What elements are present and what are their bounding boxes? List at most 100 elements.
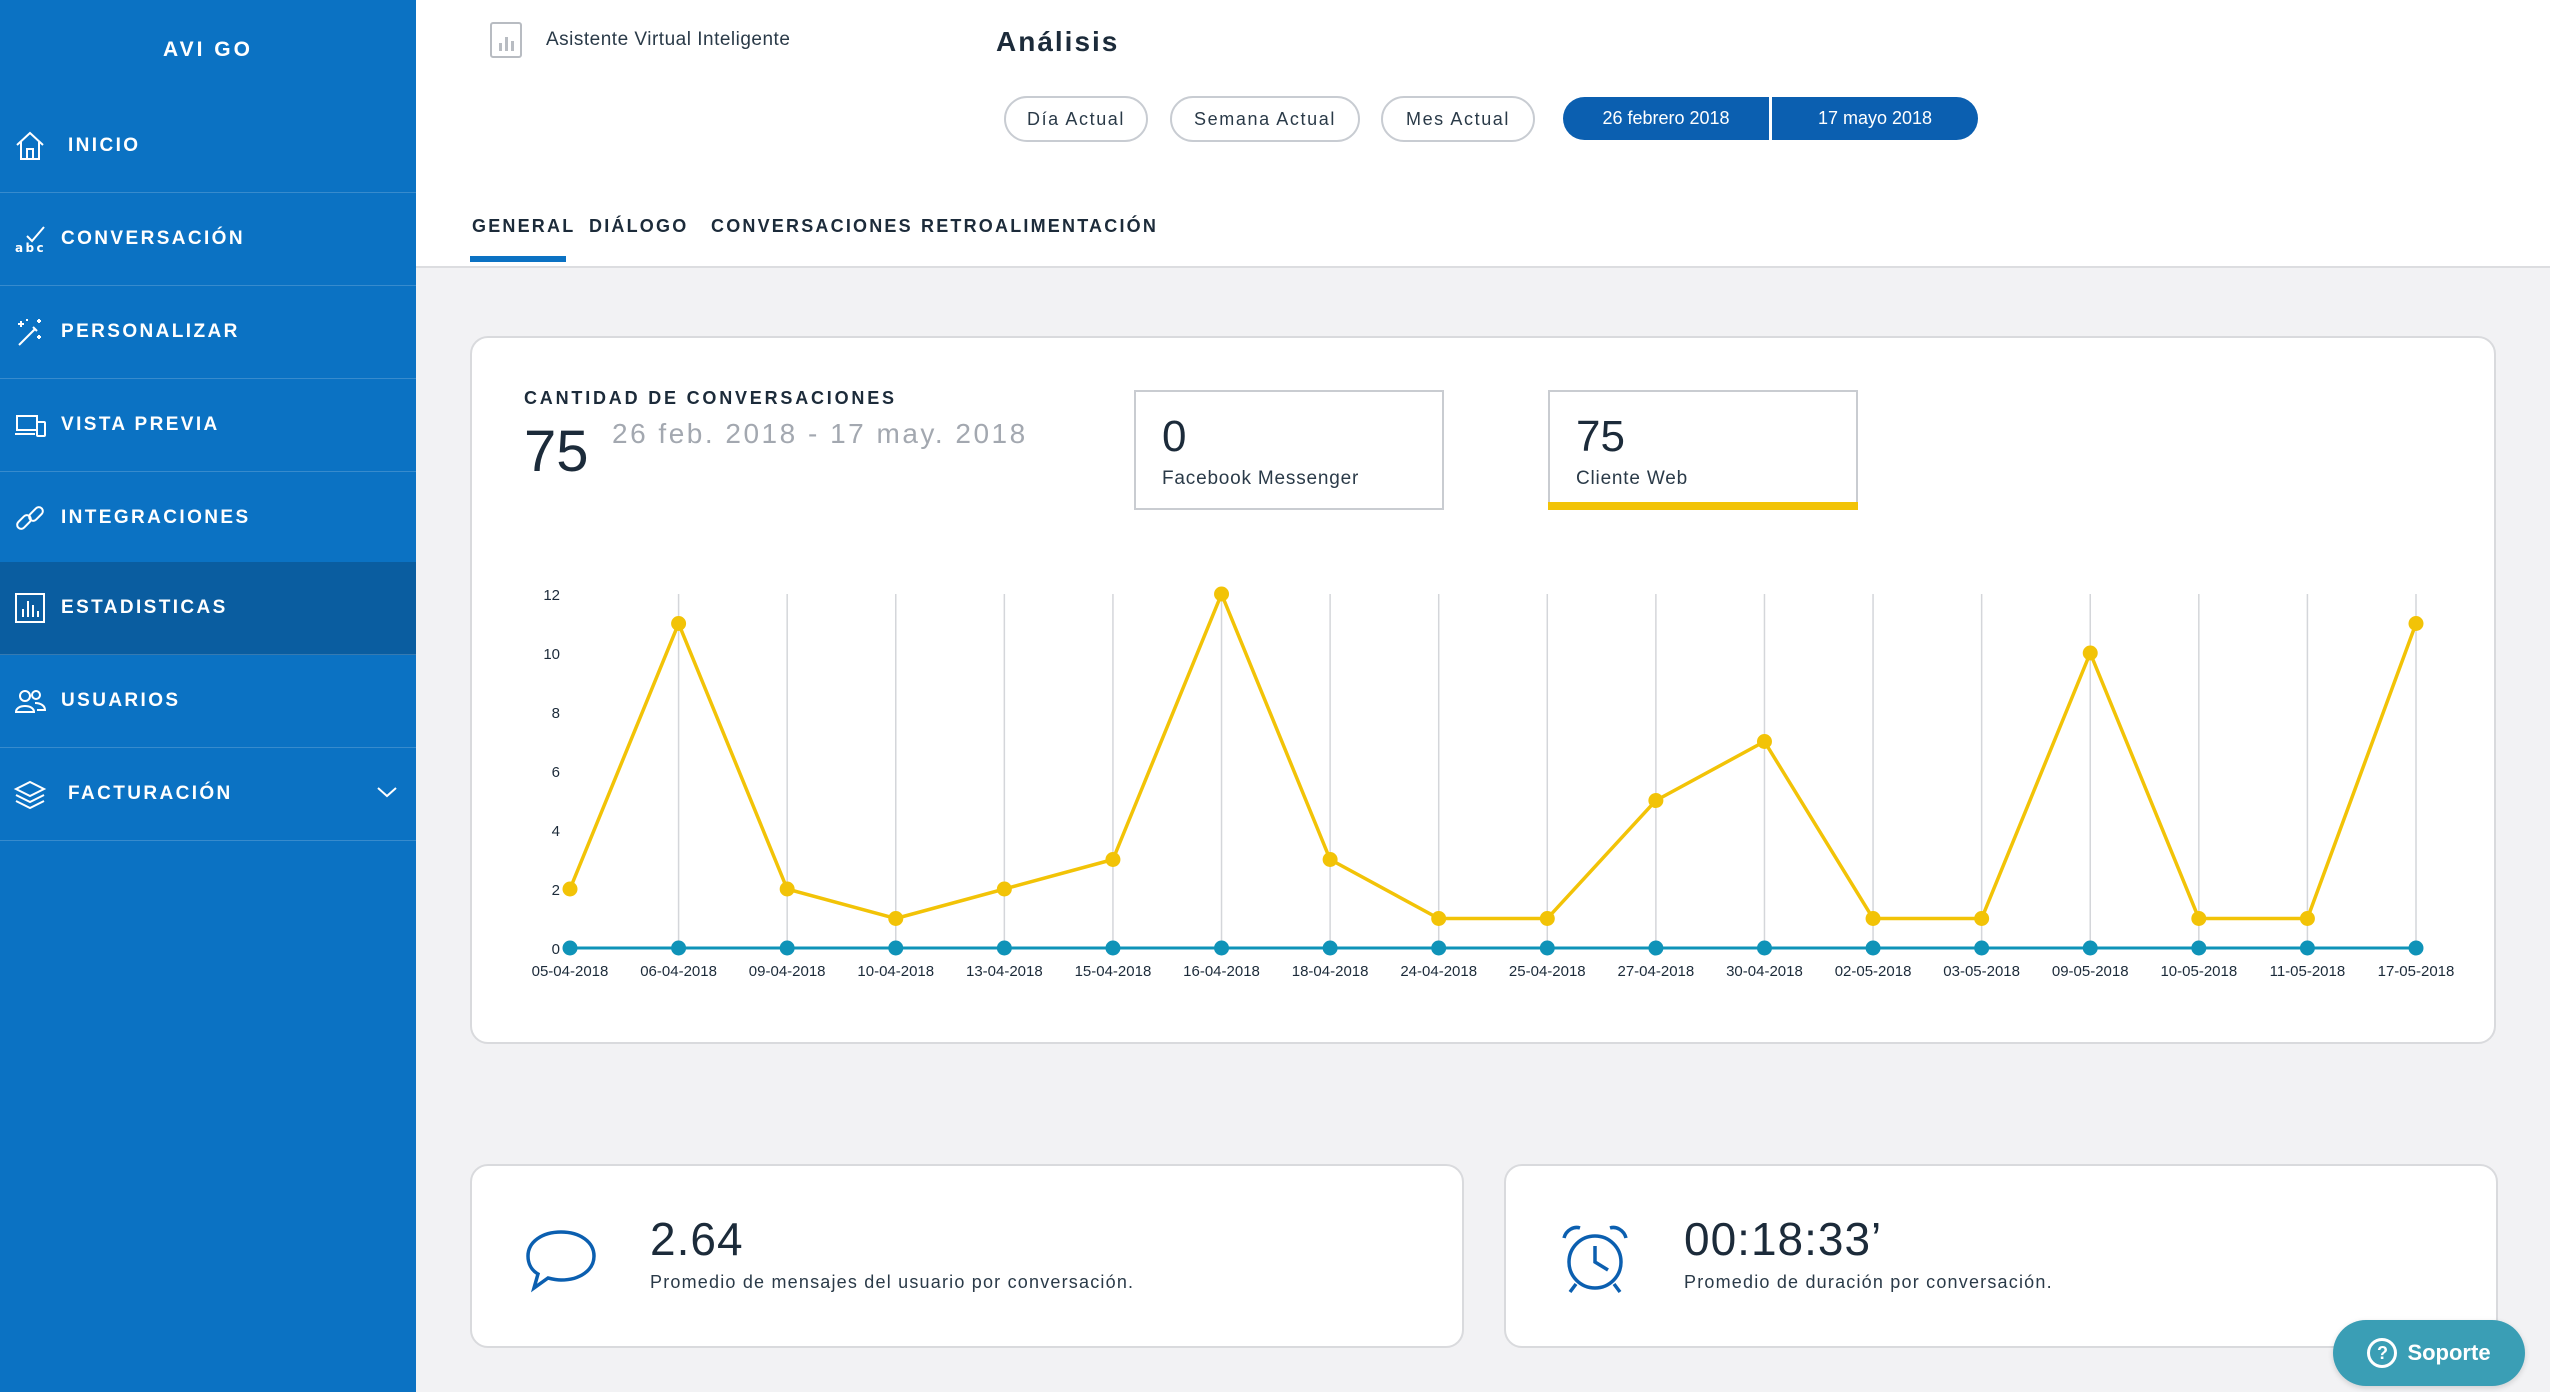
x-tick-label: 06-04-2018 — [640, 963, 717, 980]
data-point[interactable] — [671, 616, 687, 631]
data-point[interactable] — [1974, 940, 1990, 956]
page-title: Análisis — [996, 26, 1120, 57]
x-tick-label: 05-04-2018 — [532, 963, 609, 980]
data-point[interactable] — [1974, 911, 1990, 926]
data-point[interactable] — [1756, 940, 1772, 956]
data-point[interactable] — [1431, 911, 1447, 926]
sidebar-item-conversacion[interactable]: abc CONVERSACIÓN — [0, 193, 416, 286]
stat-card-messages: 2.64 Promedio de mensajes del usuario po… — [470, 1164, 1464, 1348]
stat-value: 2.64 — [650, 1213, 744, 1265]
sidebar-item-inicio[interactable]: INICIO — [0, 100, 416, 193]
x-tick-label: 13-04-2018 — [966, 963, 1043, 980]
help-icon: ? — [2367, 1338, 2398, 1368]
channel-facebook-messenger[interactable]: 0 Facebook Messenger — [1134, 390, 1444, 510]
channel-cliente-web[interactable]: 75 Cliente Web — [1548, 390, 1858, 510]
sidebar-item-estadisticas[interactable]: ESTADISTICAS — [0, 562, 416, 655]
data-point[interactable] — [562, 940, 578, 956]
conversations-line-chart: 0 2 4 6 8 10 12 05-04-2018 06-04-2018 09-04-2018 1… — [532, 586, 2454, 980]
data-point[interactable] — [1322, 852, 1338, 867]
data-point[interactable] — [1539, 940, 1555, 956]
x-tick-label: 10-04-2018 — [857, 963, 934, 980]
x-tick-label: 16-04-2018 — [1183, 963, 1260, 980]
filter-semana-actual[interactable]: Semana Actual — [1170, 96, 1360, 142]
channel-name: Facebook Messenger — [1162, 468, 1360, 489]
y-tick-label: 6 — [552, 764, 560, 781]
series-line — [568, 592, 2418, 921]
x-tick-label: 11-05-2018 — [2270, 963, 2346, 980]
data-point[interactable] — [1756, 734, 1772, 749]
data-point[interactable] — [1322, 940, 1338, 956]
data-point[interactable] — [2299, 911, 2315, 926]
data-point[interactable] — [779, 881, 795, 897]
x-tick-label: 09-05-2018 — [2052, 963, 2129, 980]
data-point[interactable] — [1865, 911, 1881, 926]
chevron-down-icon[interactable] — [376, 783, 398, 805]
data-point[interactable] — [2191, 940, 2207, 956]
assistant-name: Asistente Virtual Inteligente — [546, 29, 791, 50]
data-point[interactable] — [671, 940, 687, 956]
y-tick-label: 4 — [552, 823, 560, 840]
data-point[interactable] — [996, 881, 1012, 897]
users-icon — [12, 683, 48, 719]
active-tab-indicator — [470, 256, 566, 262]
x-tick-label: 10-05-2018 — [2160, 963, 2237, 980]
data-point[interactable] — [1648, 793, 1664, 808]
assistant-selector[interactable]: Asistente Virtual Inteligente — [490, 22, 790, 58]
sidebar-item-label: USUARIOS — [61, 690, 181, 711]
x-tick-label: 27-04-2018 — [1618, 963, 1695, 980]
data-point[interactable] — [2082, 645, 2098, 661]
data-point[interactable] — [562, 881, 578, 897]
data-point[interactable] — [1105, 852, 1121, 867]
home-icon — [12, 128, 48, 164]
data-point[interactable] — [1431, 940, 1447, 956]
date-to-button[interactable]: 17 mayo 2018 — [1772, 97, 1978, 140]
stat-label: Promedio de mensajes del usuario por con… — [650, 1272, 1135, 1292]
channel-selected-indicator — [1548, 502, 1858, 510]
sidebar-item-usuarios[interactable]: USUARIOS — [0, 655, 416, 748]
data-point[interactable] — [2191, 911, 2207, 926]
y-tick-label: 0 — [552, 941, 560, 958]
sidebar: AVI GO INICIO abc CONVERSACIÓN PERSONALI… — [0, 0, 416, 1392]
sidebar-item-label: CONVERSACIÓN — [61, 228, 245, 249]
data-point[interactable] — [888, 911, 904, 926]
data-point[interactable] — [779, 940, 795, 956]
date-from-button[interactable]: 26 febrero 2018 — [1563, 97, 1769, 140]
tab-conversaciones[interactable]: CONVERSACIONES — [711, 216, 913, 236]
conversations-total: 75 — [524, 419, 589, 484]
sidebar-item-label: INTEGRACIONES — [61, 507, 251, 528]
data-point[interactable] — [2299, 940, 2315, 956]
data-point[interactable] — [2408, 940, 2424, 956]
data-point[interactable] — [1105, 940, 1121, 956]
brand-logo: AVI GO — [163, 38, 253, 61]
x-tick-label: 30-04-2018 — [1726, 963, 1803, 980]
data-point[interactable] — [1865, 940, 1881, 956]
filter-dia-actual[interactable]: Día Actual — [1004, 96, 1148, 142]
data-point[interactable] — [1214, 940, 1230, 956]
tab-retroalimentacion[interactable]: RETROALIMENTACIÓN — [921, 216, 1159, 236]
support-button[interactable]: ? Soporte — [2333, 1320, 2525, 1386]
data-point[interactable] — [996, 940, 1012, 956]
conversations-label: CANTIDAD DE CONVERSACIONES — [524, 388, 897, 408]
y-tick-label: 2 — [552, 882, 560, 899]
data-point[interactable] — [1539, 911, 1555, 926]
channel-count: 0 — [1162, 412, 1187, 461]
sidebar-item-label: VISTA PREVIA — [61, 414, 220, 435]
sidebar-item-integraciones[interactable]: INTEGRACIONES — [0, 472, 416, 565]
data-point[interactable] — [888, 940, 904, 956]
x-tick-label: 02-05-2018 — [1835, 963, 1912, 980]
filter-mes-actual[interactable]: Mes Actual — [1381, 96, 1535, 142]
sidebar-item-personalizar[interactable]: PERSONALIZAR — [0, 286, 416, 379]
tab-dialogo[interactable]: DIÁLOGO — [589, 216, 689, 236]
data-point[interactable] — [2408, 616, 2424, 631]
layers-icon — [12, 776, 48, 812]
conversations-date-range: 26 feb. 2018 - 17 may. 2018 — [612, 418, 1028, 449]
sidebar-item-vista-previa[interactable]: VISTA PREVIA — [0, 379, 416, 472]
data-point[interactable] — [2082, 940, 2098, 956]
laptop-phone-icon — [12, 407, 48, 443]
sidebar-item-label: INICIO — [68, 135, 141, 156]
tab-general[interactable]: GENERAL — [472, 216, 576, 236]
data-point[interactable] — [1214, 586, 1230, 602]
sidebar-item-facturacion[interactable]: FACTURACIÓN — [0, 748, 416, 841]
data-point[interactable] — [1648, 940, 1664, 956]
x-tick-label: 03-05-2018 — [1943, 963, 2020, 980]
